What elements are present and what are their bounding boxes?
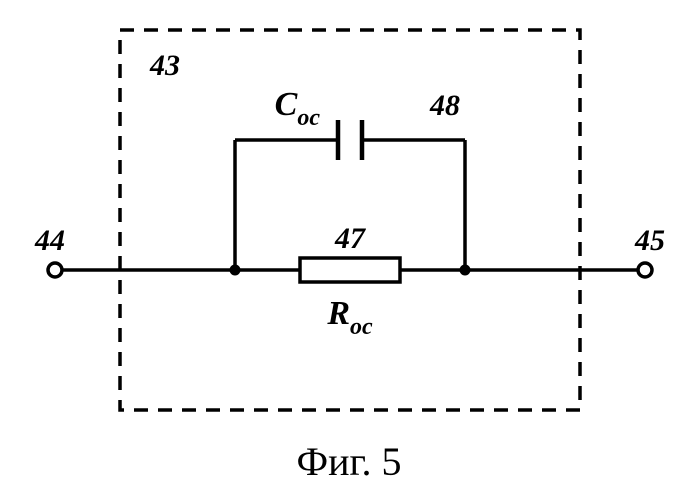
terminal-right — [638, 263, 652, 277]
ref-45: 45 — [634, 224, 665, 257]
ref-48: 48 — [429, 89, 460, 122]
figure-caption: Фиг. 5 — [297, 439, 402, 484]
ref-47: 47 — [334, 222, 366, 255]
ref-43: 43 — [149, 49, 180, 82]
terminal-left — [48, 263, 62, 277]
ref-44: 44 — [34, 224, 65, 257]
resistor — [300, 258, 400, 282]
label-resistor: Roc — [326, 295, 373, 340]
label-capacitor: Coc — [275, 86, 321, 131]
node-right — [460, 265, 471, 276]
node-left — [230, 265, 241, 276]
enclosure-box — [120, 30, 580, 410]
